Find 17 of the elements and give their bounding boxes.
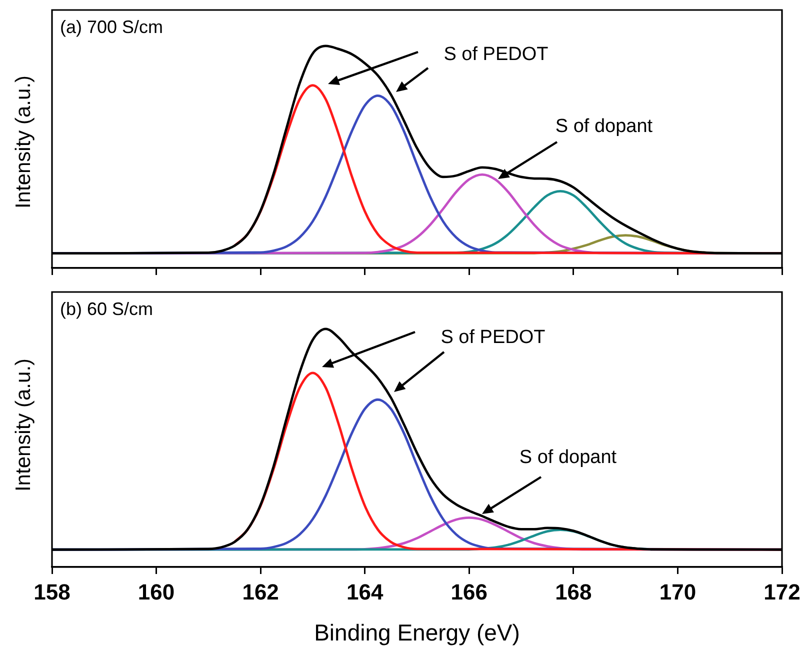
chart-title: (b) 60 S/cm xyxy=(60,298,154,319)
x-tick-label: 158 xyxy=(34,579,70,604)
annotation: S of dopant xyxy=(555,116,653,138)
annotation: S of dopant xyxy=(519,447,617,469)
x-axis-title: Binding Energy (eV) xyxy=(314,620,520,646)
x-tick-label: 166 xyxy=(450,579,488,604)
y-axis-title: Intensity (a.u.) xyxy=(12,358,36,492)
x-tick-label: 160 xyxy=(138,579,175,604)
x-tick-label: 164 xyxy=(346,579,384,604)
x-tick-label: 168 xyxy=(555,579,592,604)
chart-title: (a) 700 S/cm xyxy=(60,16,164,37)
y-axis-title: Intensity (a.u.) xyxy=(12,75,36,209)
x-tick-label: 162 xyxy=(242,579,279,604)
annotation: S of PEDOT xyxy=(444,44,548,66)
x-tick-label: 170 xyxy=(659,579,696,604)
x-tick-label: 172 xyxy=(764,579,800,604)
annotation: S of PEDOT xyxy=(440,327,546,349)
